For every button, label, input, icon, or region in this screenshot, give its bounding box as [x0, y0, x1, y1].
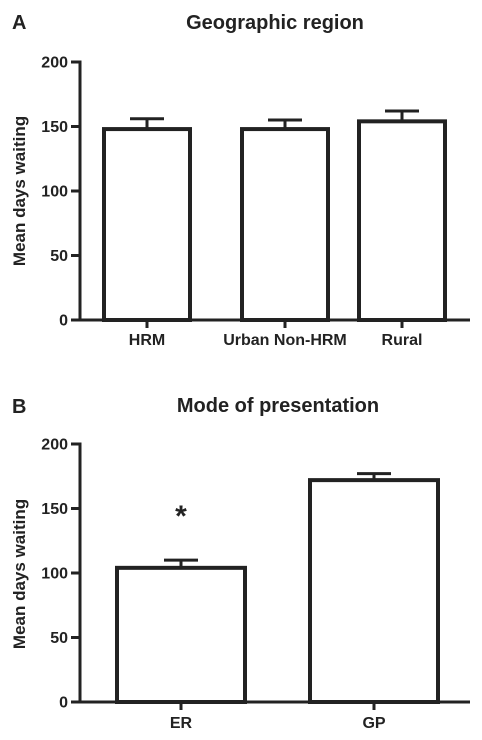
- panel-a-bar-hrm: [102, 127, 192, 322]
- panel-b-y-tick-label-200: 200: [41, 437, 68, 454]
- panel-a-letter: A: [12, 12, 26, 34]
- panel-a-bars: [102, 109, 447, 322]
- panel-b-bar-gp: [308, 478, 440, 704]
- panel-a-x-tick-label-rural: Rural: [382, 332, 423, 349]
- panel-a-x-tick-label-urban-non-hrm: Urban Non-HRM: [223, 332, 347, 349]
- panel-b-y-tick-label-0: 0: [59, 695, 68, 712]
- panel-a-y-tick-label-150: 150: [41, 119, 68, 136]
- panel-a-y-axis: 0 50 100 150 200: [41, 55, 82, 330]
- panel-b-x-axis: ER GP: [78, 700, 470, 732]
- panel-b-x-tick-label-gp: GP: [362, 715, 385, 732]
- panel-b-bar-er: [115, 565, 247, 705]
- panel-a-y-axis-title: Mean days waiting: [10, 116, 29, 266]
- panel-a: A Geographic region Mean days waiting 0 5…: [10, 12, 470, 349]
- panel-b-y-tick-label-50: 50: [50, 630, 68, 647]
- panel-a-title: Geographic region: [186, 12, 364, 34]
- panel-b-annotation-er: *: [175, 500, 187, 533]
- panel-b-y-tick-label-150: 150: [41, 501, 68, 518]
- panel-b-letter: B: [12, 396, 26, 418]
- panel-a-y-tick-label-0: 0: [59, 313, 68, 330]
- panel-a-x-tick-label-hrm: HRM: [129, 332, 165, 349]
- panel-b: B Mode of presentation Mean days waiting…: [10, 395, 470, 732]
- panel-b-bars: *: [115, 472, 440, 705]
- panel-a-y-tick-label-200: 200: [41, 55, 68, 72]
- panel-a-x-axis: HRM Urban Non-HRM Rural: [78, 318, 470, 349]
- panel-a-y-tick-label-50: 50: [50, 248, 68, 265]
- panel-a-y-tick-label-100: 100: [41, 184, 68, 201]
- panel-a-bar-urban-non-hrm: [240, 127, 330, 322]
- panel-b-y-axis-title: Mean days waiting: [10, 499, 29, 649]
- panel-a-bar-rural: [357, 119, 447, 322]
- panel-b-y-axis: 0 50 100 150 200: [41, 437, 82, 712]
- panel-b-title: Mode of presentation: [177, 395, 379, 417]
- panel-b-x-tick-label-er: ER: [170, 715, 193, 732]
- panel-b-y-tick-label-100: 100: [41, 566, 68, 583]
